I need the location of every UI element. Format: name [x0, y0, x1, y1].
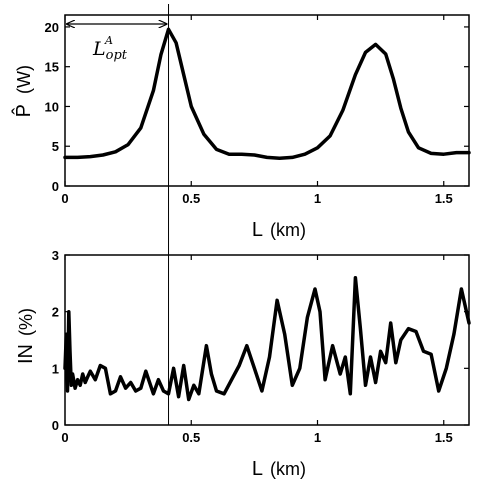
optimal-length-annotation: LoptA [67, 24, 167, 63]
bottom-series-line [63, 275, 471, 402]
bottom-series [63, 275, 471, 402]
top-x-tick-label: 0 [61, 191, 68, 206]
bottom-y-axis-label: IN (%) [15, 308, 37, 364]
bottom-y-tick-label: 2 [52, 305, 59, 320]
top-x-tick-label: 1 [314, 191, 321, 206]
bottom-ticks: 0 0.5 1 1.5 0 1 2 3 [52, 248, 469, 445]
top-x-tick-label: 0.5 [182, 191, 200, 206]
bottom-x-tick-label: 1.5 [435, 430, 453, 445]
bottom-ylabel-unit: (%) [16, 308, 36, 336]
bottom-y-tick-label: 0 [52, 418, 59, 433]
top-y-tick-label: 15 [45, 60, 59, 75]
top-y-tick-label: 10 [45, 99, 59, 114]
top-y-axis-label: P̂ (W) [12, 65, 35, 117]
top-series-line [63, 27, 471, 160]
annotation-label: LoptA [92, 34, 128, 63]
bottom-chart: 0 0.5 1 1.5 0 1 2 3 IN (%) L (km) [15, 248, 471, 480]
bottom-x-tick-label: 0.5 [182, 430, 200, 445]
bottom-x-tick-label: 0 [61, 430, 68, 445]
top-ylabel: P̂ [12, 104, 35, 117]
top-xlabel: L [252, 219, 263, 241]
top-x-axis-label: L (km) [252, 219, 306, 241]
top-y-tick-label: 20 [45, 20, 59, 35]
top-plot-frame [64, 14, 470, 187]
bottom-ylabel: IN [15, 344, 37, 364]
bottom-y-tick-label: 1 [52, 361, 59, 376]
top-y-tick-label: 5 [52, 139, 59, 154]
top-x-tick-label: 1.5 [435, 191, 453, 206]
top-ylabel-unit: (W) [14, 65, 34, 94]
bottom-y-tick-label: 3 [52, 248, 59, 263]
bottom-xlabel: L [252, 458, 263, 480]
top-chart: 0 0.5 1 1.5 0 5 10 15 20 P̂ (W) L (km) LoptA [12, 14, 471, 241]
top-xlabel-unit: (km) [270, 220, 306, 240]
top-series [63, 27, 471, 160]
bottom-x-tick-label: 1 [314, 430, 321, 445]
top-ticks: 0 0.5 1 1.5 0 5 10 15 20 [45, 15, 469, 206]
bottom-xlabel-unit: (km) [270, 459, 306, 479]
bottom-plot-frame [64, 254, 470, 426]
bottom-x-axis-label: L (km) [252, 458, 306, 480]
top-y-tick-label: 0 [52, 179, 59, 194]
